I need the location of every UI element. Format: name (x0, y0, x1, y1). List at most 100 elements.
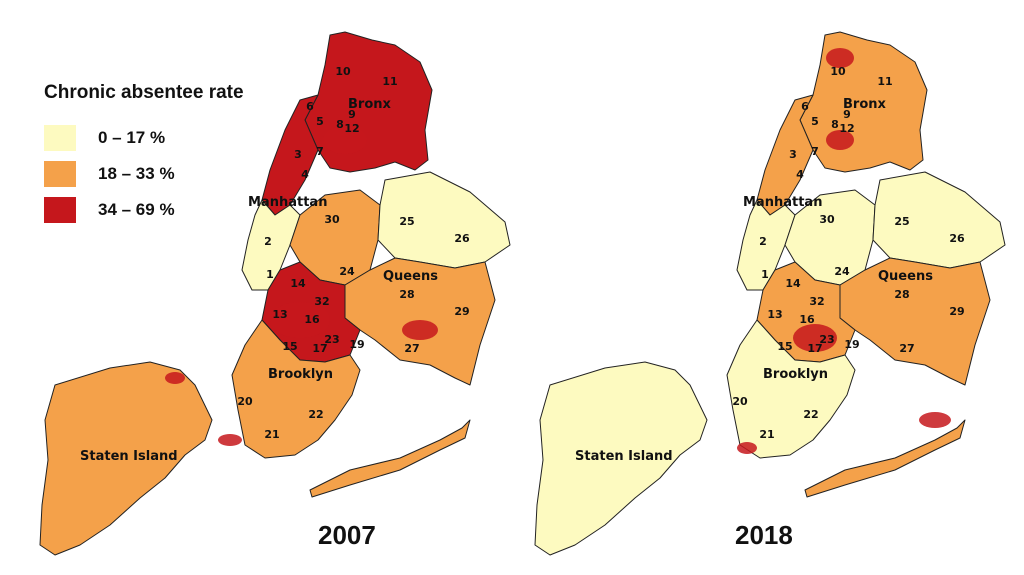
district-number-16: 16 (304, 313, 320, 326)
district-number-2: 2 (759, 235, 767, 248)
borough-label-staten-island: Staten Island (575, 449, 673, 464)
region-queens-e (377, 171, 511, 269)
district-number-29: 29 (454, 305, 469, 318)
legend-swatch-mid (44, 161, 76, 187)
district-number-30: 30 (819, 213, 835, 226)
district-number-14: 14 (785, 277, 801, 290)
district-number-20: 20 (732, 395, 748, 408)
map-legend: Chronic absentee rate 0 – 17 % 18 – 33 %… (44, 82, 244, 230)
district-number-32: 32 (809, 295, 824, 308)
district-number-15: 15 (777, 340, 792, 353)
legend-title: Chronic absentee rate (44, 82, 244, 103)
legend-item-mid: 18 – 33 % (44, 158, 244, 190)
district-number-9: 9 (843, 108, 851, 121)
district-number-1: 1 (266, 268, 274, 281)
hotspot-patch (826, 130, 854, 150)
district-number-2: 2 (264, 235, 272, 248)
legend-swatch-low (44, 125, 76, 151)
district-number-28: 28 (894, 288, 909, 301)
district-number-3: 3 (294, 148, 302, 161)
region-staten (534, 361, 708, 556)
hotspot-patch (323, 126, 367, 154)
district-number-4: 4 (796, 168, 804, 181)
district-number-9: 9 (348, 108, 356, 121)
district-number-27: 27 (404, 342, 419, 355)
hotspot-patch (165, 372, 185, 384)
borough-label-bronx: Bronx (843, 97, 887, 112)
district-number-29: 29 (949, 305, 964, 318)
year-label-2018: 2018 (735, 520, 793, 550)
legend-item-high: 34 – 69 % (44, 194, 244, 226)
district-number-15: 15 (282, 340, 297, 353)
district-number-27: 27 (899, 342, 914, 355)
district-number-25: 25 (399, 215, 414, 228)
district-number-7: 7 (811, 145, 819, 158)
district-number-12: 12 (839, 122, 854, 135)
district-number-16: 16 (799, 313, 815, 326)
district-number-10: 10 (335, 65, 351, 78)
district-number-26: 26 (949, 232, 965, 245)
district-number-11: 11 (382, 75, 397, 88)
legend-label-low: 0 – 17 % (98, 128, 166, 147)
legend-label-mid: 18 – 33 % (98, 164, 175, 183)
hotspot-patch (793, 324, 837, 352)
district-number-11: 11 (877, 75, 892, 88)
district-number-21: 21 (264, 428, 279, 441)
region-rockaway (804, 419, 966, 498)
district-number-13: 13 (767, 308, 782, 321)
borough-label-bronx: Bronx (348, 97, 392, 112)
region-brooklyn-s (726, 319, 856, 459)
hotspot-patch (402, 320, 438, 340)
district-number-12: 12 (344, 122, 359, 135)
district-number-17: 17 (312, 342, 327, 355)
borough-label-brooklyn: Brooklyn (268, 367, 333, 382)
district-number-26: 26 (454, 232, 470, 245)
region-queens-e (872, 171, 1006, 269)
district-number-25: 25 (894, 215, 909, 228)
district-number-24: 24 (834, 265, 850, 278)
hotspot-patch (737, 442, 757, 454)
district-number-6: 6 (801, 100, 809, 113)
district-number-23: 23 (819, 333, 834, 346)
legend-swatch-high (44, 197, 76, 223)
year-label-2007: 2007 (318, 520, 376, 550)
district-number-21: 21 (759, 428, 774, 441)
district-number-23: 23 (324, 333, 339, 346)
hotspot-patch (919, 412, 951, 428)
district-number-17: 17 (807, 342, 822, 355)
legend-item-low: 0 – 17 % (44, 122, 244, 154)
district-number-32: 32 (314, 295, 329, 308)
district-number-3: 3 (789, 148, 797, 161)
hotspot-patch (826, 48, 854, 68)
district-number-19: 19 (844, 338, 859, 351)
district-number-8: 8 (336, 118, 344, 131)
hotspot-patch (270, 302, 330, 338)
borough-label-queens: Queens (383, 269, 438, 284)
district-number-22: 22 (803, 408, 818, 421)
district-number-14: 14 (290, 277, 306, 290)
borough-label-manhattan: Manhattan (248, 195, 327, 210)
region-rockaway (309, 419, 471, 498)
district-number-13: 13 (272, 308, 287, 321)
hotspot-patch (218, 434, 242, 446)
district-number-6: 6 (306, 100, 314, 113)
district-number-5: 5 (316, 115, 324, 128)
region-brooklyn-s (231, 319, 361, 459)
district-number-5: 5 (811, 115, 819, 128)
borough-label-brooklyn: Brooklyn (763, 367, 828, 382)
district-number-20: 20 (237, 395, 253, 408)
district-number-1: 1 (761, 268, 769, 281)
district-number-28: 28 (399, 288, 414, 301)
district-number-24: 24 (339, 265, 355, 278)
district-number-22: 22 (308, 408, 323, 421)
district-number-4: 4 (301, 168, 309, 181)
district-number-7: 7 (316, 145, 324, 158)
borough-label-queens: Queens (878, 269, 933, 284)
district-number-10: 10 (830, 65, 846, 78)
legend-label-high: 34 – 69 % (98, 200, 175, 219)
district-number-30: 30 (324, 213, 340, 226)
borough-label-staten-island: Staten Island (80, 449, 178, 464)
region-staten (39, 361, 213, 556)
